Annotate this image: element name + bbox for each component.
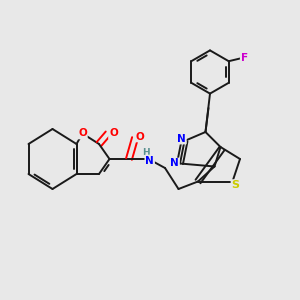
Text: N: N (145, 155, 154, 166)
Text: N: N (170, 158, 179, 169)
Text: O: O (109, 128, 118, 139)
Text: F: F (241, 52, 248, 63)
Text: N: N (177, 134, 186, 144)
Text: O: O (135, 131, 144, 142)
Text: H: H (142, 148, 149, 157)
Text: O: O (78, 128, 87, 139)
Text: S: S (232, 180, 239, 190)
